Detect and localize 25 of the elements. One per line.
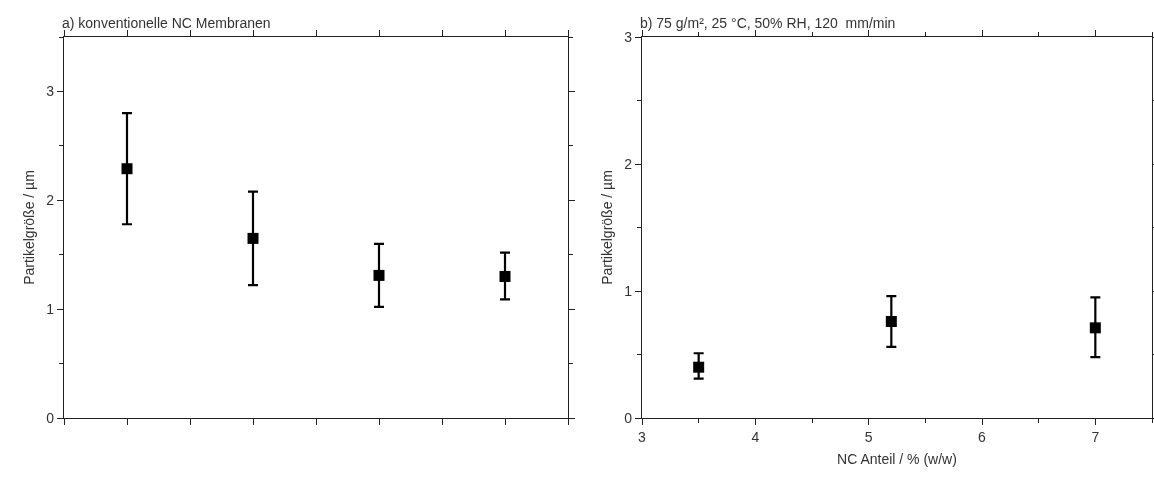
- point: [693, 361, 705, 373]
- x-axis-title: NC Anteil / % (w/w): [837, 451, 957, 468]
- x-tick-label: 6: [978, 428, 987, 445]
- y-tick-label: 0: [46, 409, 55, 426]
- y-axis-title: Partikelgröße / µm: [598, 170, 615, 285]
- y-tick-label: 3: [624, 28, 633, 45]
- y-axis-title: Partikelgröße / µm: [20, 170, 37, 285]
- x-tick-label: 4: [751, 428, 760, 445]
- y-tick-label: 1: [624, 282, 633, 299]
- point: [1089, 322, 1101, 334]
- y-tick-label: 3: [46, 83, 55, 100]
- y-tick-label: 0: [624, 409, 633, 426]
- chart-title: a) konventionelle NC Membranen: [62, 15, 271, 31]
- chart-title: b) 75 g/m², 25 °C, 50% RH, 120 mm/min: [640, 15, 896, 31]
- x-tick-label: 7: [1091, 428, 1100, 445]
- y-tick-label: 2: [624, 155, 633, 172]
- point: [121, 163, 133, 175]
- x-tick-label: 5: [864, 428, 873, 445]
- x-tick-label: 3: [638, 428, 647, 445]
- point: [885, 315, 897, 327]
- y-tick-label: 2: [46, 192, 55, 209]
- y-tick-label: 1: [46, 301, 55, 318]
- point: [499, 270, 511, 282]
- point: [373, 269, 385, 281]
- point: [247, 232, 259, 244]
